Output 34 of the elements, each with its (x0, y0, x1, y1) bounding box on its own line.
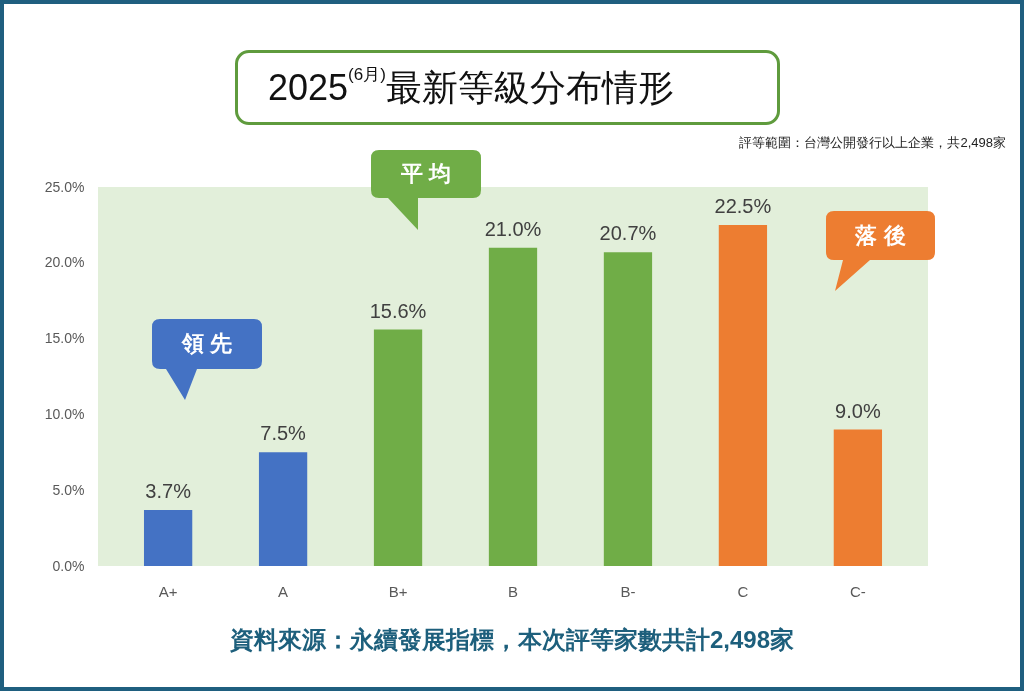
data-label: 21.0% (484, 217, 542, 240)
x-tick-label: B (507, 582, 519, 600)
data-label: 22.5% (714, 194, 772, 217)
y-tick-label: 5.0% (52, 481, 85, 498)
bar (603, 252, 653, 566)
chart-title: 2025$^{(6月)}$最新等級分布情形 (268, 65, 674, 109)
data-label: 9.0% (835, 399, 881, 422)
data-label: 3.7% (145, 479, 192, 502)
x-tick-label: B+ (388, 582, 408, 600)
x-tick-label: A (278, 582, 289, 600)
data-label: 20.7% (599, 222, 657, 245)
y-tick-label: 15.0% (44, 330, 85, 347)
source-note: 資料來源：永續發展指標，本次評等家數共計2,498家 (228, 625, 796, 655)
bar (258, 452, 308, 566)
data-label: 7.5% (260, 422, 307, 445)
annotation: 領 先 (180, 331, 234, 357)
x-tick-label: C- (849, 582, 866, 600)
bar (833, 429, 883, 566)
y-tick-label: 20.0% (44, 254, 85, 271)
x-tick-label: B- (620, 582, 636, 600)
y-tick-label: 0.0% (52, 557, 85, 574)
bar (718, 224, 768, 566)
x-tick-label: C (737, 582, 749, 600)
data-label: 15.6% (369, 299, 427, 322)
bar (488, 247, 538, 566)
bar (143, 509, 193, 566)
chart-subtitle: 評等範圍：台灣公開發行以上企業，共2,498家 (739, 134, 1006, 152)
y-tick-label: 25.0% (44, 178, 85, 195)
text: 平 均 (399, 161, 453, 187)
x-tick-label: A+ (158, 582, 178, 600)
y-tick-label: 10.0% (44, 405, 85, 422)
bar (373, 329, 423, 566)
annotation: 落 後 (854, 222, 907, 249)
title-frame: 2025$^{(6月)}$最新等級分布情形 (235, 50, 780, 125)
